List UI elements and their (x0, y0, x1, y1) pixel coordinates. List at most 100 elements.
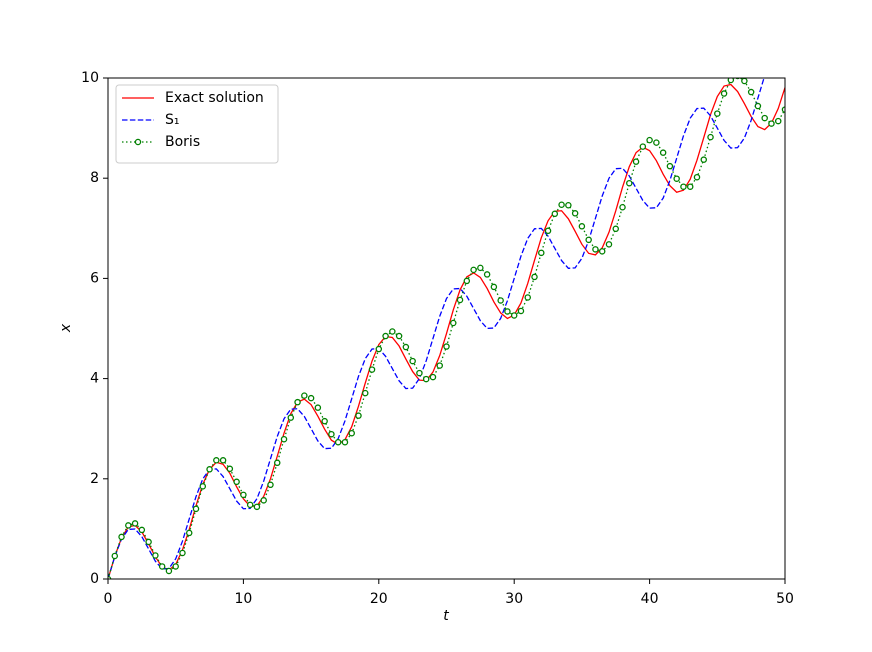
series-marker (551, 210, 559, 218)
series-marker (273, 459, 281, 467)
y-tick-label: 4 (90, 371, 99, 387)
series-marker (152, 552, 159, 559)
series-marker (585, 236, 592, 244)
series-marker (321, 417, 328, 425)
series-marker (111, 552, 119, 560)
series-marker (416, 369, 423, 377)
series-line (108, 83, 785, 579)
x-tick-label: 30 (505, 591, 523, 607)
x-tick-label: 50 (776, 591, 794, 607)
series-marker (680, 183, 687, 190)
series-marker (219, 457, 227, 464)
y-tick-label: 8 (90, 170, 99, 186)
series-marker (389, 328, 396, 335)
legend: Exact solution S₁ Boris (115, 84, 279, 164)
x-tick-label: 40 (641, 591, 659, 607)
series-marker (510, 312, 518, 319)
series-marker (280, 435, 288, 443)
series-marker (538, 249, 545, 257)
series-line (108, 78, 765, 579)
series-marker (686, 183, 694, 190)
series-marker (233, 478, 240, 486)
y-tick-label: 2 (90, 471, 99, 487)
series-marker (246, 501, 254, 509)
series-marker (192, 505, 200, 513)
series-marker (463, 277, 471, 285)
series-marker (768, 120, 775, 127)
series-marker (450, 319, 457, 327)
series-marker (131, 520, 139, 527)
series-marker (213, 457, 220, 464)
series-marker (240, 491, 247, 499)
series-marker (747, 88, 755, 96)
series-marker (125, 522, 132, 529)
series-marker (714, 110, 721, 117)
series-marker (199, 483, 207, 490)
series-marker (172, 563, 179, 570)
series-marker (395, 332, 403, 340)
series-marker (185, 529, 193, 537)
series-marker (524, 294, 531, 301)
series-marker (138, 526, 146, 534)
series-marker (179, 549, 186, 557)
series-marker (206, 466, 213, 473)
series-marker (443, 343, 450, 350)
series-marker (341, 438, 349, 446)
series-marker (592, 246, 599, 253)
series-marker (497, 297, 504, 304)
series-marker (639, 143, 647, 150)
series-marker (355, 412, 362, 419)
series-marker (626, 179, 633, 187)
series-marker (619, 204, 626, 211)
series-marker (253, 503, 261, 511)
series-marker (429, 373, 437, 381)
series-marker (659, 149, 667, 156)
y-axis-label: x (58, 323, 74, 333)
series-marker (565, 202, 572, 209)
series-marker (334, 438, 342, 446)
legend-label: S₁ (165, 112, 180, 128)
series-marker (226, 465, 234, 473)
legend-label: Exact solution (165, 90, 264, 106)
series-marker (558, 201, 565, 209)
series-marker (294, 398, 301, 406)
series-marker (165, 567, 173, 575)
series-marker (422, 375, 430, 383)
series-marker (612, 225, 620, 233)
series-marker (727, 78, 735, 84)
series-marker (368, 366, 376, 373)
series-marker (307, 394, 315, 402)
series-marker (571, 210, 579, 217)
series-marker (436, 362, 443, 369)
series-marker (666, 162, 674, 170)
series-marker (145, 538, 152, 546)
axes-frame (107, 77, 786, 580)
series-marker (260, 497, 267, 504)
series-marker (700, 156, 708, 163)
y-tick-label: 0 (90, 571, 99, 587)
series-marker (402, 343, 410, 351)
series-marker (409, 357, 416, 365)
x-tick-label: 0 (104, 591, 113, 607)
y-tick-label: 10 (81, 70, 99, 86)
series-marker (267, 481, 274, 489)
x-tick-label: 10 (234, 591, 252, 607)
series-marker (517, 307, 525, 315)
series-marker (490, 283, 498, 291)
x-tick-label: 20 (370, 591, 388, 607)
legend-box (115, 84, 279, 164)
series-marker (456, 296, 464, 304)
series-marker (483, 271, 491, 278)
x-axis-label: t (443, 608, 449, 624)
series-marker (741, 78, 748, 85)
series-marker (362, 389, 369, 397)
series-marker (761, 114, 768, 122)
series-marker (314, 404, 322, 411)
legend-marker (134, 138, 142, 146)
series-marker (754, 102, 762, 110)
series-marker (382, 332, 389, 340)
series-marker (693, 173, 701, 181)
series-marker (578, 223, 586, 230)
series-marker (598, 248, 606, 255)
